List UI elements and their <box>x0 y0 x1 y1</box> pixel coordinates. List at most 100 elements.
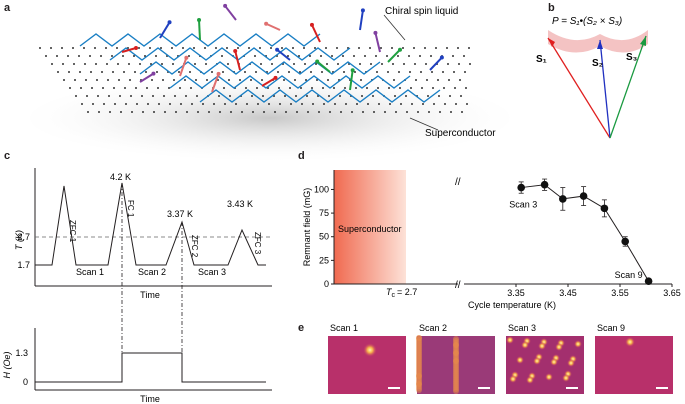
lattice-dot <box>304 63 306 65</box>
kagome-chain <box>169 75 411 89</box>
lattice-dot <box>421 87 423 89</box>
lattice-dot <box>106 63 108 65</box>
lattice-dot <box>409 71 411 73</box>
lattice-dot <box>86 95 88 97</box>
chirality-formula: P = S₁•(S₂ × S₃) <box>552 16 622 27</box>
lattice-dot <box>281 47 283 49</box>
lattice-dot <box>133 55 135 57</box>
spin-arrow <box>387 49 401 63</box>
vortex-spot <box>416 373 422 379</box>
vortex-spot <box>416 359 422 365</box>
lattice-dot <box>400 103 402 105</box>
spin-arrow <box>276 48 291 61</box>
y-tick-label: 25 <box>319 255 329 265</box>
lattice-dot <box>372 95 374 97</box>
data-point <box>579 192 588 200</box>
lattice-dot <box>202 103 204 105</box>
lattice-dot <box>98 111 100 113</box>
vortex-spot <box>521 341 529 349</box>
lattice-dot <box>457 47 459 49</box>
lattice-dot <box>228 79 230 81</box>
lattice-dot <box>410 87 412 89</box>
spin-arrow <box>159 21 171 39</box>
lattice-dot <box>89 55 91 57</box>
lattice-dot <box>321 71 323 73</box>
lattice-dot <box>182 47 184 49</box>
vortex-spot <box>567 359 575 367</box>
spin-arrow <box>261 77 277 87</box>
lattice-dot <box>339 95 341 97</box>
lattice-dot <box>285 111 287 113</box>
lattice-dot <box>90 71 92 73</box>
superconductor-region <box>334 170 406 284</box>
lattice-dot <box>293 63 295 65</box>
lattice-dot <box>213 103 215 105</box>
vortex-spot <box>416 367 422 373</box>
panel-a-label: a <box>4 2 11 14</box>
lattice-dot <box>260 63 262 65</box>
panel-b-label: b <box>548 2 555 14</box>
kagome-chains <box>79 33 441 103</box>
lattice-dot <box>408 55 410 57</box>
panel-c-label: c <box>4 150 11 162</box>
lattice-dot <box>215 47 217 49</box>
lattice-dot <box>229 95 231 97</box>
lattice-dot <box>67 55 69 57</box>
bottom-ylabel: H (Oe) <box>2 351 12 378</box>
lattice-dot <box>61 47 63 49</box>
lattice-dot <box>345 103 347 105</box>
lattice-dot <box>117 63 119 65</box>
lattice-dot <box>417 111 419 113</box>
lattice-dot <box>108 95 110 97</box>
lattice-dot <box>430 55 432 57</box>
lattice-dot <box>366 87 368 89</box>
lattice-dot <box>178 71 180 73</box>
d-y-ticks: 0 25 50 75 100 <box>314 184 334 289</box>
vortex-spot <box>416 381 422 387</box>
spin-arrow <box>198 19 201 41</box>
lattice-dot <box>239 79 241 81</box>
superconductor-label: Superconductor <box>425 128 496 139</box>
lattice-dot <box>268 103 270 105</box>
spin-arrowhead <box>197 18 202 23</box>
lattice-dot <box>344 87 346 89</box>
lattice-dot <box>189 71 191 73</box>
lattice-dot <box>149 47 151 49</box>
lattice-dot <box>402 47 404 49</box>
spin-arrow <box>316 60 331 73</box>
spin-arrow <box>429 56 443 71</box>
d-xlabel: Cycle temperature (K) <box>468 300 556 310</box>
lattice-dot <box>180 103 182 105</box>
lattice-dot <box>356 103 358 105</box>
vortex-spot <box>574 340 582 348</box>
lattice-dot <box>193 47 195 49</box>
lattice-dot <box>432 87 434 89</box>
lattice-dot <box>254 55 256 57</box>
lattice-dot <box>119 95 121 97</box>
lattice-dot <box>138 47 140 49</box>
lattice-dot <box>188 55 190 57</box>
lattice-dot <box>437 79 439 81</box>
spin-arrow <box>311 24 321 43</box>
lattice-dot <box>414 63 416 65</box>
lattice-dot <box>179 87 181 89</box>
lattice-dot <box>155 55 157 57</box>
scan3-annotation: Scan 3 <box>509 200 537 210</box>
lattice-dot <box>427 95 429 97</box>
data-point <box>517 183 525 192</box>
lattice-dot <box>72 47 74 49</box>
spin-arrow <box>234 50 241 71</box>
lattice-dot <box>122 55 124 57</box>
lattice-dot <box>307 111 309 113</box>
lattice-dot <box>250 79 252 81</box>
lattice-dot <box>449 95 451 97</box>
panel-e-images: Scan 1 Scan 2 Scan 3 Scan 9 <box>328 323 673 394</box>
lattice-dot <box>83 47 85 49</box>
lattice-dot <box>151 79 153 81</box>
lattice-dot <box>378 103 380 105</box>
lattice-dot <box>184 79 186 81</box>
top-ytick-17: 1.7 <box>17 260 30 270</box>
lattice-dot <box>226 47 228 49</box>
lattice-dot <box>91 87 93 89</box>
vortex-spot <box>538 342 546 350</box>
